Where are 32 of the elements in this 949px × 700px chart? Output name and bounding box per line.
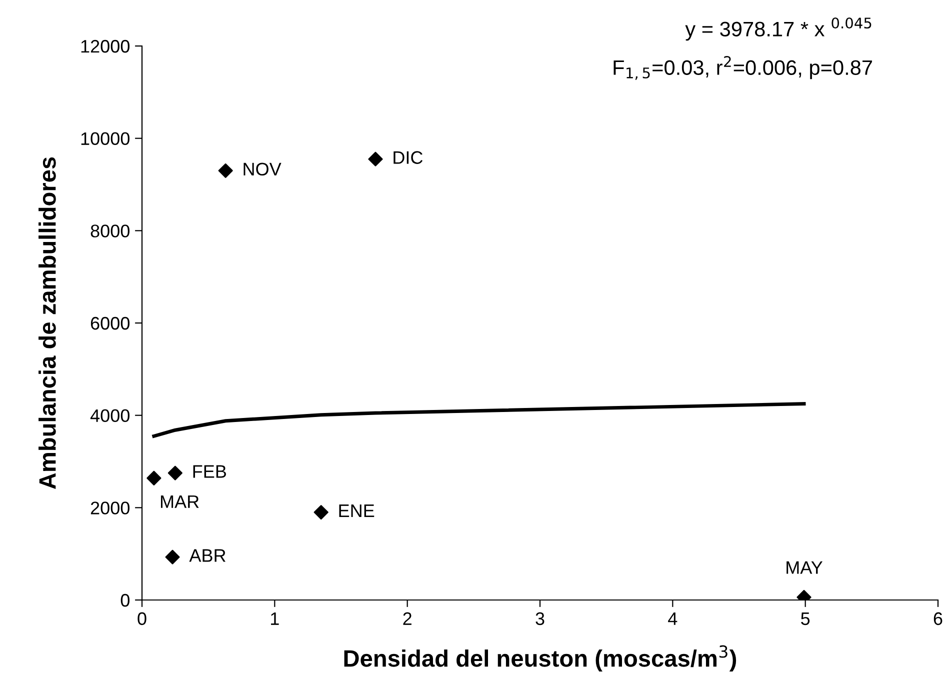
y-tick-label: 12000 xyxy=(81,40,130,53)
y-tick-label: 10000 xyxy=(81,132,130,146)
text: y = 3978.17 * x $^{0.045}$ xyxy=(685,18,872,41)
x-tick-label: 2 xyxy=(403,612,412,625)
point xyxy=(314,505,328,520)
x-tick-label: 3 xyxy=(536,612,544,626)
annotation: MAR xyxy=(160,495,199,508)
point xyxy=(218,163,233,178)
y-axis-title: Ambulancia de zambullidores xyxy=(38,157,56,490)
y-tick-label: 4000 xyxy=(90,409,130,422)
annotation: DIC xyxy=(394,151,423,164)
y-tick-label: 8000 xyxy=(90,224,130,238)
x-tick-label: 5 xyxy=(801,612,810,626)
x-tick-label: 0 xyxy=(138,612,146,626)
annotation: FEB xyxy=(193,465,226,478)
annotation: NOV xyxy=(244,162,282,176)
annotation: ABR xyxy=(189,549,226,562)
y-tick-label: 6000 xyxy=(90,316,130,330)
line-series xyxy=(152,402,806,438)
y-tick-label: 2000 xyxy=(90,502,130,514)
x-tick-label: 6 xyxy=(934,612,942,626)
annotation: MAY xyxy=(786,561,823,574)
x-axis-title: Densidad del neuston (moscas/m$^{3}$) xyxy=(344,645,736,672)
point xyxy=(168,466,182,480)
annotation: ENE xyxy=(339,504,374,517)
point xyxy=(165,550,180,564)
point xyxy=(368,152,383,166)
annotation: F$_{1,5}$=0.03, r$^{2}$=0.006, p=0.87 xyxy=(614,56,872,80)
x-tick-label: 4 xyxy=(668,612,678,625)
y-tick-label: 0 xyxy=(120,594,130,607)
point xyxy=(146,470,162,486)
x-tick-label: 1 xyxy=(271,612,279,625)
